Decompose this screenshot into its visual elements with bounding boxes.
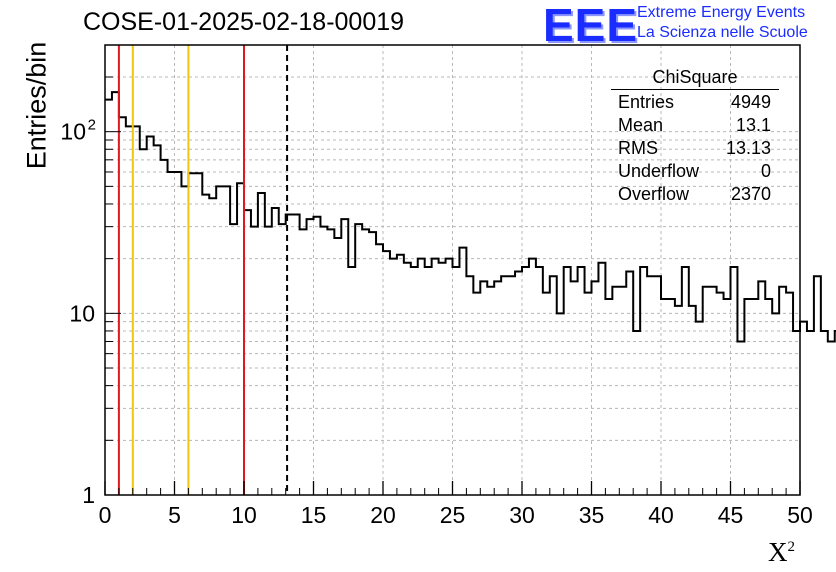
stats-row-entries: Entries 4949 [611, 92, 779, 115]
eee-logo: EEE [543, 0, 639, 51]
y-tick-label: 10 [60, 119, 86, 145]
x-tick-label: 5 [168, 502, 181, 528]
y-axis-label: Entries/bin [21, 41, 52, 170]
stats-row-mean: Mean 13.1 [611, 115, 779, 138]
stats-row-rms: RMS 13.13 [611, 138, 779, 161]
x-tick-label: 10 [231, 502, 257, 528]
stats-label: RMS [618, 138, 658, 158]
stats-label: Underflow [618, 161, 700, 181]
stats-row-underflow: Underflow 0 [611, 161, 779, 184]
stats-label: Mean [618, 115, 664, 135]
x-axis-label-exponent: 2 [787, 539, 796, 555]
stats-label: Entries [618, 92, 675, 112]
logo-caption-line-1: Extreme Energy Events [637, 4, 806, 21]
stats-box: ChiSquare Entries 4949 Mean 13.1 RMS 13.… [611, 67, 779, 207]
stats-value: 13.1 [735, 115, 771, 135]
stats-value: 0 [760, 161, 771, 181]
stats-row-overflow: Overflow 2370 [611, 184, 779, 207]
x-tick-label: 25 [440, 502, 466, 528]
x-tick-label: 50 [787, 502, 813, 528]
y-tick-label-exponent: 2 [88, 117, 96, 134]
stats-value: 4949 [730, 92, 771, 112]
stats-value: 2370 [730, 184, 771, 204]
y-tick-label: 1 [82, 482, 95, 508]
logo-caption-line-2: La Scienza nelle Scuole [637, 24, 808, 41]
stats-header: ChiSquare [611, 67, 779, 90]
x-tick-label: 20 [370, 502, 396, 528]
x-tick-label: 0 [99, 502, 112, 528]
x-tick-label: 35 [579, 502, 605, 528]
stats-label: Overflow [618, 184, 690, 204]
y-tick-label: 10 [69, 300, 95, 326]
x-tick-label: 15 [301, 502, 327, 528]
x-axis-label-symbol: X [768, 537, 788, 567]
x-tick-label: 30 [509, 502, 535, 528]
stats-value: 13.13 [725, 138, 771, 158]
chart-title: COSE-01-2025-02-18-00019 [83, 8, 405, 36]
x-axis-label: X2 [768, 537, 795, 568]
histogram-series [105, 91, 836, 343]
x-tick-label: 45 [718, 502, 744, 528]
x-tick-label: 40 [648, 502, 674, 528]
